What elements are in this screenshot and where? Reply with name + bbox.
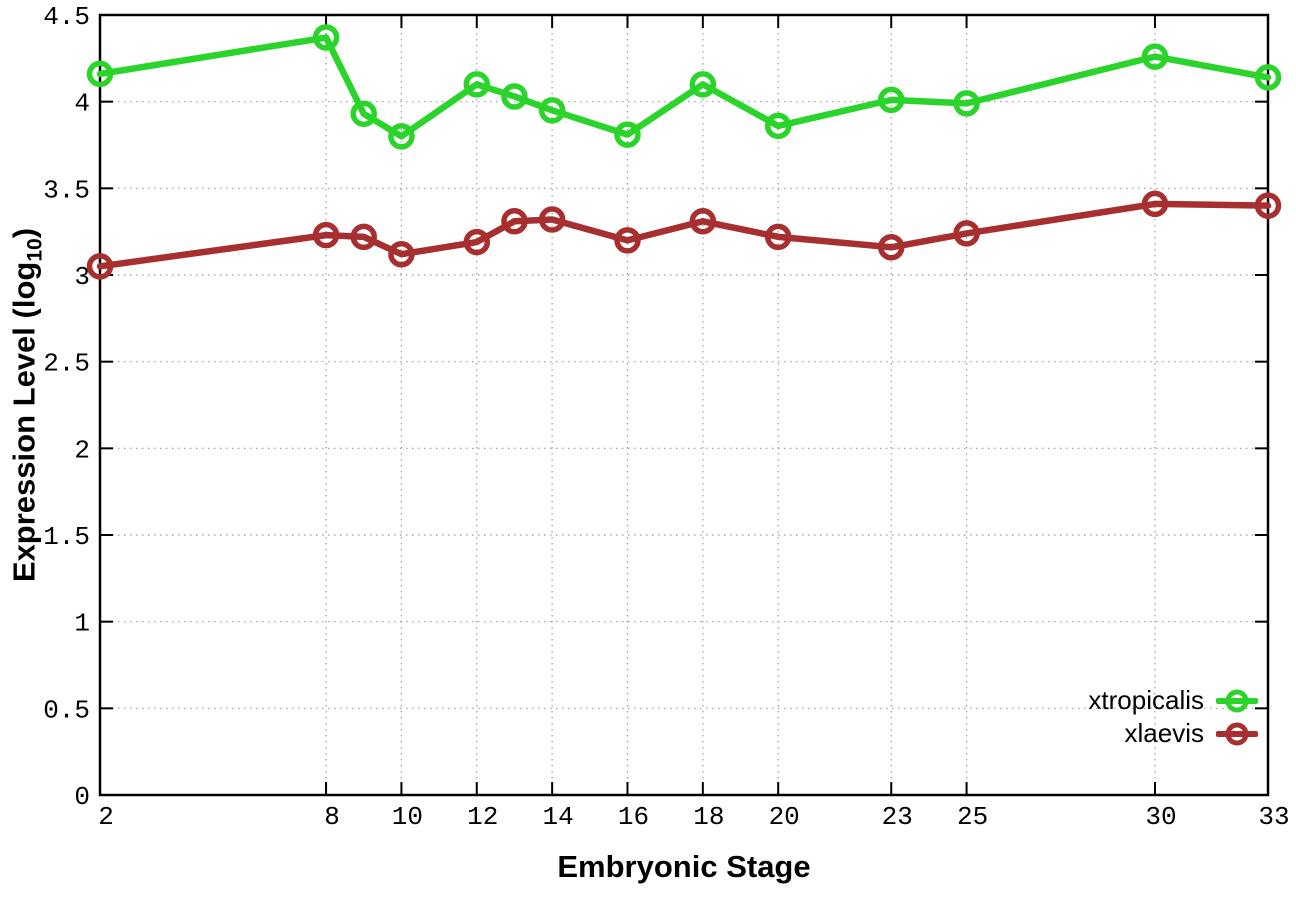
data-point-xlaevis (463, 228, 491, 256)
x-tick-label: 23 (882, 802, 913, 832)
data-point-xlaevis (1254, 192, 1282, 219)
y-tick-label: 2 (74, 435, 90, 465)
data-point-xlaevis (388, 240, 415, 268)
y-tick-label: 4.5 (43, 2, 90, 32)
legend-circle-sample-icon (1225, 689, 1249, 712)
data-point-xlaevis (501, 208, 528, 235)
y-tick-label: 2.5 (43, 349, 90, 379)
series-line-xtropicalis (96, 34, 1272, 140)
x-tick-label: 16 (618, 802, 649, 832)
data-point-xtropicalis (463, 71, 491, 98)
plot-border (98, 13, 1270, 797)
legend-label-xtropicalis: xtropicalis (1088, 685, 1204, 715)
data-point-xlaevis (764, 223, 792, 251)
series-line-xlaevis (96, 200, 1272, 270)
x-axis-title: Embryonic Stage (557, 849, 811, 884)
data-point-xtropicalis (312, 24, 340, 51)
data-point-xtropicalis (501, 83, 528, 110)
x-tick-label: 8 (324, 802, 340, 832)
y-tick-label: 4 (74, 89, 90, 119)
data-point-xlaevis (877, 234, 905, 261)
y-axis-title-text: Expression Level (log (6, 261, 42, 583)
data-point-xtropicalis (877, 86, 905, 114)
y-tick-label: 0.5 (43, 695, 90, 725)
y-tick-label: 3 (74, 262, 90, 292)
data-point-xlaevis (953, 220, 980, 247)
data-point-xlaevis (1141, 190, 1169, 218)
data-point-xtropicalis (350, 100, 377, 128)
legend: xtropicalis xlaevis (1088, 684, 1258, 750)
x-tick-label: 25 (957, 802, 988, 832)
data-point-xtropicalis (689, 71, 717, 98)
x-tick-label: 30 (1145, 802, 1176, 832)
data-point-xlaevis (614, 227, 641, 254)
data-point-xtropicalis (1141, 43, 1169, 70)
data-point-xtropicalis (388, 123, 415, 150)
legend-item-xlaevis: xlaevis (1088, 717, 1258, 750)
legend-marker-xlaevis (1216, 719, 1258, 749)
y-tick-label: 1 (74, 609, 90, 639)
x-tick-label: 33 (1258, 802, 1289, 832)
x-tick-label: 20 (769, 802, 800, 832)
data-point-xtropicalis (953, 90, 980, 117)
y-axis-title-subscript: 10 (23, 238, 47, 262)
x-tick-label: 2 (98, 802, 114, 832)
x-tick-label: 14 (543, 802, 574, 832)
data-point-xtropicalis (538, 97, 566, 124)
legend-label-xlaevis: xlaevis (1124, 718, 1204, 748)
y-tick-label: 3.5 (43, 175, 90, 205)
x-tick-label: 18 (693, 802, 724, 832)
data-point-xlaevis (312, 221, 340, 249)
x-tick-label: 10 (392, 802, 423, 832)
data-point-xtropicalis (86, 60, 114, 88)
legend-circle-sample-icon (1225, 722, 1249, 745)
y-axis-title-suffix: ) (6, 227, 42, 239)
legend-marker-xtropicalis (1216, 686, 1258, 716)
legend-item-xtropicalis: xtropicalis (1088, 684, 1258, 717)
data-point-xtropicalis (764, 112, 792, 140)
data-point-xlaevis (350, 223, 377, 251)
y-axis-title: Expression Level (log10) (6, 228, 47, 582)
y-tick-label: 0 (74, 782, 90, 812)
data-point-xtropicalis (614, 121, 641, 148)
y-tick-label: 1.5 (43, 522, 90, 552)
data-point-xlaevis (86, 253, 114, 280)
data-point-xlaevis (689, 208, 717, 235)
data-point-xlaevis (538, 206, 566, 233)
data-point-xtropicalis (1254, 64, 1282, 91)
x-tick-label: 12 (467, 802, 498, 832)
